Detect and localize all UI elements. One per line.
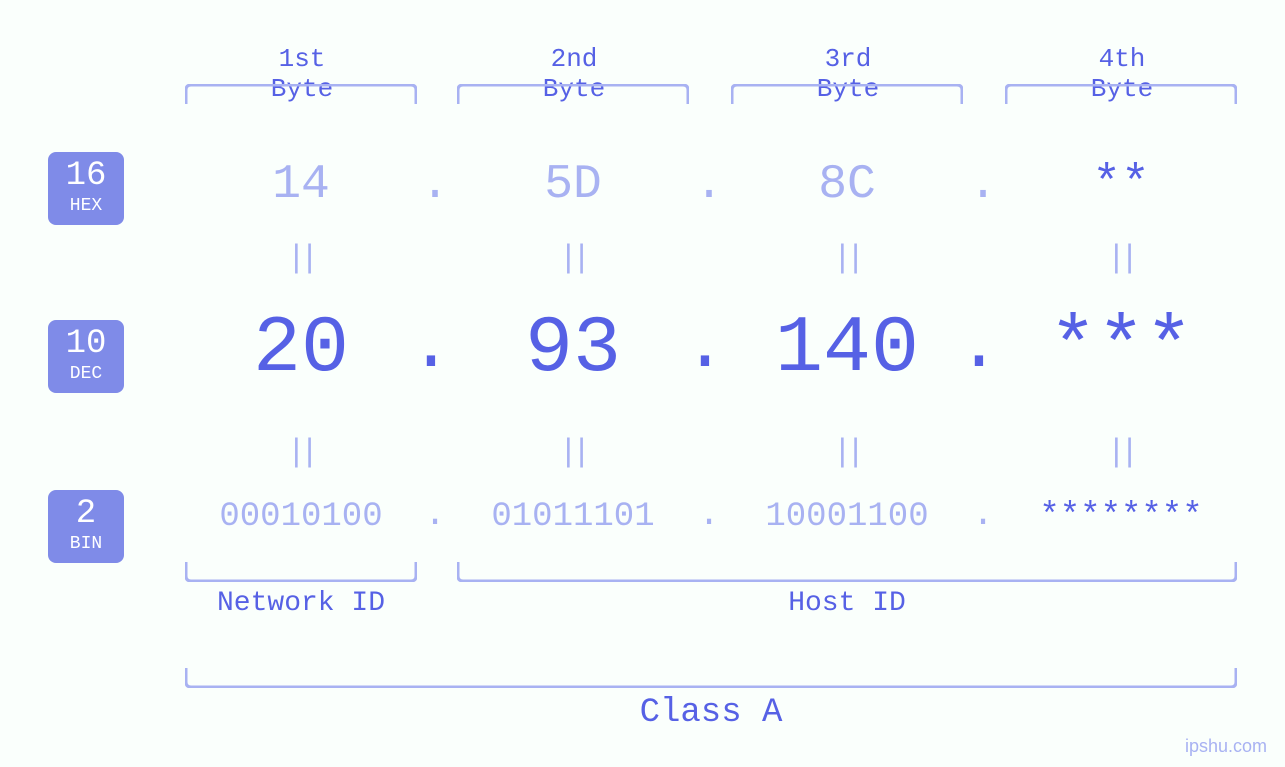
eq-hex-dec-4: || [1090, 240, 1150, 277]
watermark: ipshu.com [1185, 736, 1267, 757]
eq-hex-dec-1: || [270, 240, 330, 277]
network-id-label: Network ID [185, 588, 417, 619]
hex-dot-2: . [684, 158, 734, 212]
bin-dot-3: . [958, 494, 1008, 535]
hex-byte-1: 14 [185, 158, 417, 212]
class-label: Class A [185, 694, 1237, 732]
bin-base-label: BIN [48, 535, 124, 555]
eq-dec-bin-2: || [542, 434, 602, 471]
bin-byte-3: 10001100 [731, 498, 963, 536]
bin-base-num: 2 [48, 496, 124, 533]
eq-dec-bin-4: || [1090, 434, 1150, 471]
dec-base-num: 10 [48, 326, 124, 363]
dec-byte-1: 20 [185, 304, 417, 395]
host-id-bracket [457, 562, 1237, 582]
dec-byte-2: 93 [457, 304, 689, 395]
dec-byte-4: *** [1005, 304, 1237, 395]
bin-byte-1: 00010100 [185, 498, 417, 536]
dec-dot-3: . [954, 306, 1004, 388]
hex-byte-3: 8C [731, 158, 963, 212]
dec-dot-2: . [680, 306, 730, 388]
host-id-label: Host ID [457, 588, 1237, 619]
eq-hex-dec-3: || [816, 240, 876, 277]
dec-badge: 10 DEC [48, 320, 124, 393]
hex-base-label: HEX [48, 197, 124, 217]
bin-badge: 2 BIN [48, 490, 124, 563]
eq-dec-bin-1: || [270, 434, 330, 471]
dec-base-label: DEC [48, 365, 124, 385]
hex-byte-4: ** [1005, 158, 1237, 212]
dec-byte-3: 140 [731, 304, 963, 395]
hex-byte-2: 5D [457, 158, 689, 212]
hex-dot-1: . [410, 158, 460, 212]
bin-byte-4: ******** [1005, 498, 1237, 536]
network-id-bracket [185, 562, 417, 582]
top-bracket-1 [185, 84, 417, 104]
top-bracket-3 [731, 84, 963, 104]
dec-dot-1: . [406, 306, 456, 388]
eq-hex-dec-2: || [542, 240, 602, 277]
top-bracket-2 [457, 84, 689, 104]
hex-dot-3: . [958, 158, 1008, 212]
eq-dec-bin-3: || [816, 434, 876, 471]
bin-byte-2: 01011101 [457, 498, 689, 536]
hex-base-num: 16 [48, 158, 124, 195]
top-bracket-4 [1005, 84, 1237, 104]
class-bracket [185, 668, 1237, 688]
bin-dot-1: . [410, 494, 460, 535]
bin-dot-2: . [684, 494, 734, 535]
hex-badge: 16 HEX [48, 152, 124, 225]
ip-diagram: 1st Byte 2nd Byte 3rd Byte 4th Byte 16 H… [0, 0, 1285, 767]
